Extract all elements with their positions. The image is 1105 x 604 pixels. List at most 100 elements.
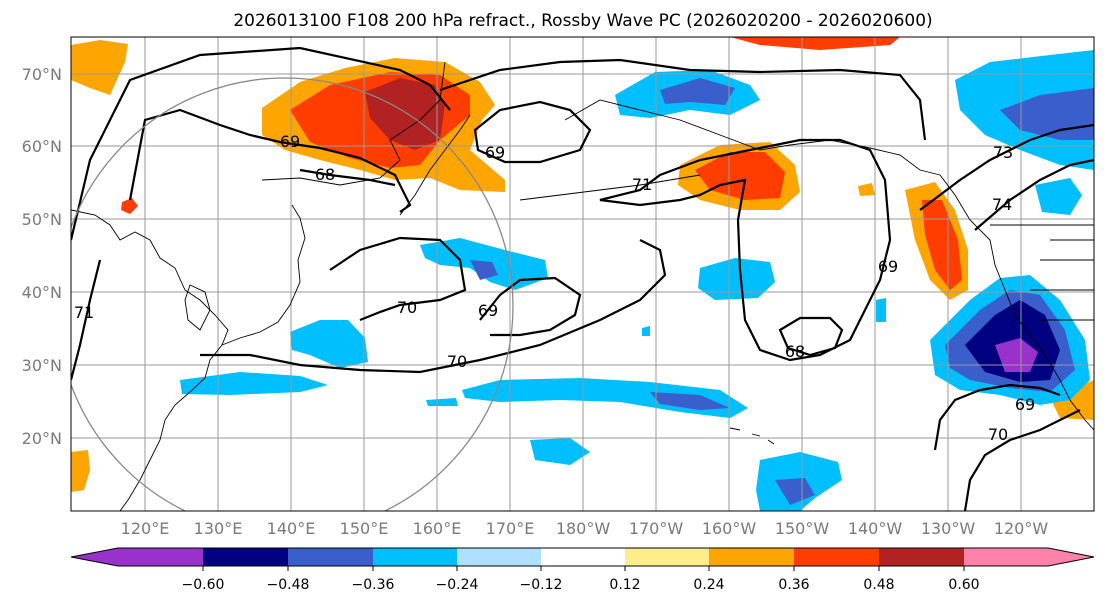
contour-68-central — [778, 316, 844, 357]
figure-title: 2026013100 F108 200 hPa refract., Rossby… — [233, 11, 932, 31]
lon-label: 160°E — [413, 519, 462, 538]
positive-anomaly-west-edge — [71, 450, 90, 492]
contour-70-central — [329, 236, 467, 322]
contour-label: 70 — [397, 298, 417, 317]
lon-label: 120°W — [994, 519, 1049, 538]
coastline-na-west — [939, 174, 1094, 431]
negative-anomaly-small-mid — [876, 298, 886, 322]
contour-label: 69 — [878, 257, 898, 276]
contour-69-aleutian — [473, 100, 592, 164]
coastline-korea — [184, 284, 211, 331]
coastline-kamchatka — [399, 114, 471, 216]
colorbar-segment — [709, 548, 794, 566]
negative-anomaly-japan-east — [290, 320, 368, 368]
colorbar-tick-label: −0.12 — [520, 577, 563, 593]
contour-label: 68 — [785, 342, 805, 361]
colorbar-segment — [625, 548, 709, 566]
negative-anomaly-date-line — [698, 258, 775, 300]
negative-anomaly-arctic-inner — [660, 78, 735, 105]
contour-70-south — [200, 239, 667, 374]
colorbar-ticks — [202, 566, 965, 571]
lat-label: 30°N — [22, 356, 62, 375]
contour-label: 69 — [485, 143, 505, 162]
lon-label: 180°W — [556, 519, 611, 538]
lat-label: 50°N — [22, 210, 62, 229]
colorbar-tick-label: 0.24 — [693, 577, 724, 593]
colorbar-tick-label: 0.48 — [863, 577, 894, 593]
contour-labels: 69 68 69 71 70 69 70 71 69 68 73 74 69 7… — [74, 132, 1035, 444]
negative-anomaly-tiny-1 — [642, 326, 650, 336]
coastlines — [71, 61, 1094, 511]
negative-anomaly-south-central-inner — [775, 478, 815, 505]
colorbar-outline — [70, 547, 1095, 567]
map-layers: 69 68 69 71 70 69 70 71 69 68 73 74 69 7… — [71, 37, 1094, 511]
contour-label: 69 — [478, 301, 498, 320]
coastline-alaska — [564, 99, 941, 176]
coastline-hawaii — [729, 427, 775, 445]
colorbar-tick-label: −0.24 — [436, 577, 479, 593]
contour-outer-north — [71, 46, 451, 241]
colorbar-segment — [373, 548, 457, 566]
colorbar-tick-label: −0.60 — [182, 577, 225, 593]
positive-anomaly-west-coast-inner — [922, 200, 962, 290]
colorbar-max-extend — [1048, 548, 1094, 566]
contour-label: 69 — [280, 132, 300, 151]
contour-73-na — [919, 123, 1094, 211]
positive-anomaly-alaska-inner — [695, 152, 785, 200]
colorbar-tick-label: −0.36 — [352, 577, 395, 593]
lon-label: 170°W — [629, 519, 684, 538]
negative-anomaly-baja-core — [995, 338, 1038, 372]
colorbar-segment — [964, 548, 1048, 566]
lat-label: 60°N — [22, 137, 62, 156]
lon-label: 150°W — [775, 519, 830, 538]
latitude-labels: 70°N 60°N 50°N 40°N 30°N 20°N — [22, 65, 62, 448]
contour-label: 69 — [1015, 395, 1035, 414]
contour-label: 71 — [632, 175, 652, 194]
positive-anomaly-small-east — [858, 183, 875, 196]
colorbar-tick-label: 0.36 — [778, 577, 809, 593]
contour-70-na — [963, 409, 1081, 511]
lon-label: 140°E — [267, 519, 316, 538]
lat-label: 70°N — [22, 65, 62, 84]
contour-label: 68 — [315, 165, 335, 184]
positive-anomaly-top-middle — [730, 37, 900, 50]
negative-anomaly-small-ne — [1035, 178, 1082, 215]
map-frame — [70, 36, 1095, 512]
positive-anomaly-nw-corner — [71, 40, 128, 95]
colorbar: −0.60 −0.48 −0.36 −0.24 −0.12 0.12 0.24 … — [70, 547, 1095, 593]
lon-label: 130°E — [194, 519, 243, 538]
range-circle — [71, 77, 514, 511]
coastline-siberia — [261, 61, 446, 186]
positive-anomaly-se-corner — [1050, 380, 1094, 420]
coastline-na-interior — [990, 224, 1094, 321]
negative-anomaly-subtropical-band-inner — [650, 392, 730, 410]
contour-71-aleutian — [599, 138, 892, 362]
colorbar-segment — [794, 548, 879, 566]
colorbar-segment — [288, 548, 373, 566]
positive-anomaly-small-west — [121, 198, 138, 214]
colorbar-segment — [203, 548, 288, 566]
contour-label: 73 — [993, 143, 1013, 162]
contour-label: 70 — [988, 425, 1008, 444]
colorbar-tick-label: 0.60 — [948, 577, 979, 593]
negative-anomaly-hawaii-south — [530, 438, 590, 465]
lon-label: 170°E — [486, 519, 535, 538]
lon-label: 130°W — [921, 519, 976, 538]
contour-label: 74 — [992, 195, 1012, 214]
contour-69-na — [933, 383, 1061, 451]
positive-anomaly-okhotsk-core — [365, 78, 445, 150]
contour-71-west — [71, 259, 102, 381]
colorbar-min-extend — [71, 548, 118, 566]
coastline-japan — [221, 204, 306, 346]
contour-label: 71 — [74, 303, 94, 322]
colorbar-tick-label: −0.48 — [267, 577, 310, 593]
lon-label: 120°E — [121, 519, 170, 538]
lat-label: 20°N — [22, 429, 62, 448]
contour-north-wide — [439, 58, 927, 141]
negative-anomaly-central-inner — [470, 260, 498, 280]
lon-label: 150°E — [340, 519, 389, 538]
contours — [71, 46, 1094, 511]
negative-anomaly-ne-inner — [1000, 88, 1094, 140]
colorbar-segment — [541, 548, 625, 566]
